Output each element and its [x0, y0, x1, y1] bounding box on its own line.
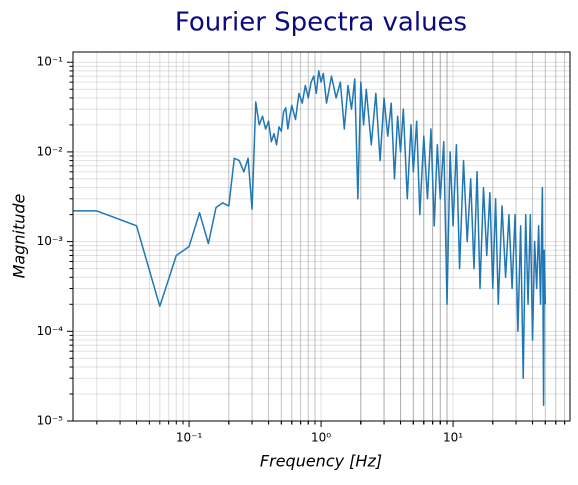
x-tick-label: 10⁻¹ — [176, 431, 203, 445]
line-series — [73, 70, 547, 406]
y-tick-label: 10⁻² — [37, 144, 64, 158]
plot-area — [73, 70, 547, 406]
x-axis-label: Frequency [Hz] — [260, 452, 382, 471]
y-tick-label: 10⁻⁵ — [37, 414, 64, 428]
y-tick-label: 10⁻⁴ — [37, 324, 64, 338]
chart-title: Fourier Spectra values — [175, 8, 467, 38]
y-axis-label: Magnitude — [10, 193, 29, 278]
y-tick-label: 10⁻¹ — [37, 55, 64, 69]
y-tick-label: 10⁻³ — [37, 234, 64, 248]
x-tick-label: 10⁰ — [311, 431, 331, 445]
grid — [73, 52, 570, 422]
ticks: 10⁻¹ 10⁰ 10¹ 10⁻⁵ 10⁻⁴ 10⁻³ 10⁻² 10⁻¹ — [37, 55, 566, 445]
x-tick-label: 10¹ — [443, 431, 463, 445]
